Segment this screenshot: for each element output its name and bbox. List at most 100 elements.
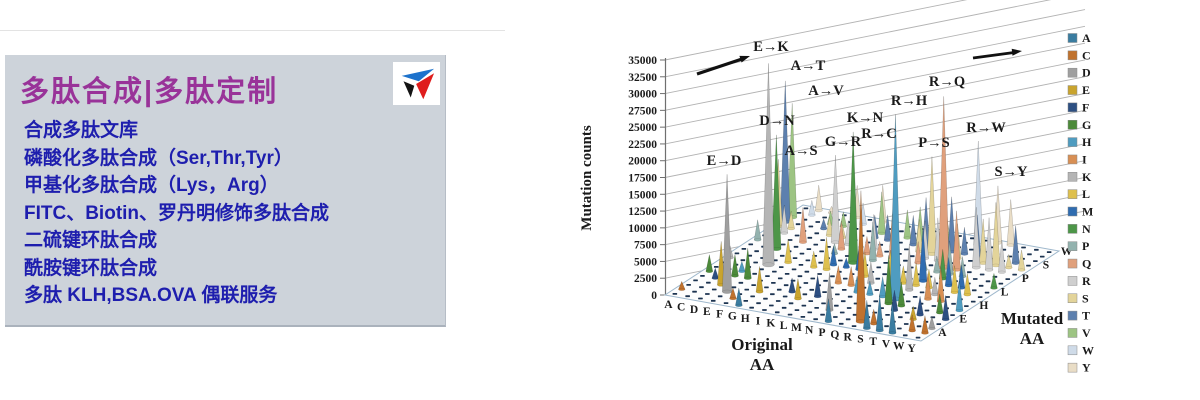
brand-logo[interactable] xyxy=(393,62,440,105)
y-tick-label: 25000 xyxy=(628,122,657,134)
cone-base xyxy=(808,213,816,217)
zero-dash xyxy=(741,248,747,250)
zero-dash xyxy=(711,288,717,291)
cone-base xyxy=(936,311,944,315)
gridline xyxy=(664,76,1086,162)
zero-dash xyxy=(838,259,843,262)
cone-base xyxy=(990,286,998,290)
y-tick-label: 0 xyxy=(651,290,657,302)
peak-label: E→K xyxy=(753,39,789,55)
direction-arrow-icon xyxy=(972,51,1015,60)
cone-base xyxy=(1005,266,1013,270)
cone-base xyxy=(820,227,828,231)
zero-dash xyxy=(791,268,797,271)
zero-dash xyxy=(783,284,789,287)
legend-label: Y xyxy=(1082,361,1091,375)
zero-dash xyxy=(915,336,921,339)
cone-base xyxy=(998,270,1006,274)
cone-base xyxy=(678,287,686,291)
zero-dash xyxy=(964,305,969,307)
zero-dash xyxy=(787,239,793,241)
zero-dash xyxy=(763,297,768,300)
mutated-axis-title: Mutated xyxy=(1001,309,1064,328)
cone-base xyxy=(897,304,906,308)
zero-dash xyxy=(774,311,780,314)
service-link-methylation[interactable]: 甲基化多肽合成（Lys，Arg） xyxy=(24,175,279,196)
zero-dash xyxy=(750,295,755,298)
zero-dash xyxy=(781,306,787,309)
zero-dash xyxy=(968,260,973,262)
gridline xyxy=(664,126,1086,212)
zero-dash xyxy=(852,313,858,316)
service-link-phosphorylation[interactable]: 磷酸化多肽合成（Ser,Thr,Tyr） xyxy=(24,147,293,169)
cone-base xyxy=(788,290,796,294)
zero-dash xyxy=(928,264,934,267)
cone-base xyxy=(903,236,912,240)
zero-dash xyxy=(904,248,909,251)
gridline xyxy=(664,109,1086,195)
zero-dash xyxy=(794,309,800,311)
legend-label: N xyxy=(1082,222,1091,236)
services-panel xyxy=(5,55,446,327)
zero-dash xyxy=(807,311,813,314)
legend-swatch xyxy=(1067,50,1078,61)
mutated-axis-title: AA xyxy=(1020,329,1045,348)
mutated-aa-tick: S xyxy=(1043,259,1049,271)
legend-label: P xyxy=(1082,239,1089,253)
cone-base xyxy=(787,227,795,231)
peak-label: R→W xyxy=(966,120,1006,136)
zero-dash xyxy=(799,252,805,255)
gridline xyxy=(664,25,1086,111)
zero-dash xyxy=(909,255,915,258)
legend-swatch xyxy=(1067,102,1078,113)
zero-dash xyxy=(744,288,750,291)
service-link-peptide-library[interactable]: 合成多肽文库 xyxy=(24,120,139,141)
zero-dash xyxy=(971,289,977,292)
service-link-disulfide-cyclic[interactable]: 二硫键环肽合成 xyxy=(24,230,158,251)
original-aa-tick: I xyxy=(756,315,761,327)
zero-dash xyxy=(796,212,802,214)
y-tick-label: 27500 xyxy=(628,105,657,117)
gridline xyxy=(664,59,1086,145)
y-tick-label: 20000 xyxy=(628,156,657,168)
service-link-amide-cyclic[interactable]: 酰胺键环肽合成 xyxy=(24,257,158,279)
zero-dash xyxy=(898,316,903,319)
y-tick-label: 22500 xyxy=(628,139,657,151)
zero-dash xyxy=(771,282,776,284)
zero-dash xyxy=(788,302,794,305)
zero-dash xyxy=(1034,248,1039,251)
cone-base xyxy=(743,276,752,280)
zero-dash xyxy=(801,304,807,307)
service-link-fitc-biotin[interactable]: FITC、Biotin、罗丹明修饰多肽合成 xyxy=(24,202,330,224)
service-link-klh-bsa-ova[interactable]: 多肽 KLH,BSA.OVA 偶联服务 xyxy=(24,285,278,306)
cone-base xyxy=(824,319,833,324)
original-axis-title: AA xyxy=(750,355,775,374)
zero-dash xyxy=(765,275,770,277)
original-aa-tick: H xyxy=(741,313,750,325)
legend-swatch xyxy=(1067,172,1078,182)
original-aa-tick: K xyxy=(766,318,775,330)
zero-dash xyxy=(916,325,922,328)
y-axis-title: Mutation counts xyxy=(579,125,595,231)
cone-base xyxy=(921,331,929,335)
cone-base xyxy=(905,288,914,292)
cone-base xyxy=(908,329,916,333)
zero-dash xyxy=(951,302,956,305)
zero-dash xyxy=(717,295,723,298)
peak-label: K→N xyxy=(847,110,884,126)
zero-dash xyxy=(779,254,785,257)
zero-dash xyxy=(985,280,991,283)
cone-base xyxy=(955,309,964,313)
zero-dash xyxy=(876,266,882,269)
cone-base xyxy=(950,290,959,295)
zero-dash xyxy=(795,223,801,226)
zero-dash xyxy=(698,297,703,300)
zero-dash xyxy=(800,316,806,318)
cone-base xyxy=(928,327,936,331)
cone-base xyxy=(924,297,932,301)
zero-dash xyxy=(772,270,777,273)
cone-base xyxy=(762,262,775,268)
direction-arrow-icon xyxy=(1011,48,1022,56)
zero-dash xyxy=(841,289,847,291)
zero-dash xyxy=(793,245,799,248)
